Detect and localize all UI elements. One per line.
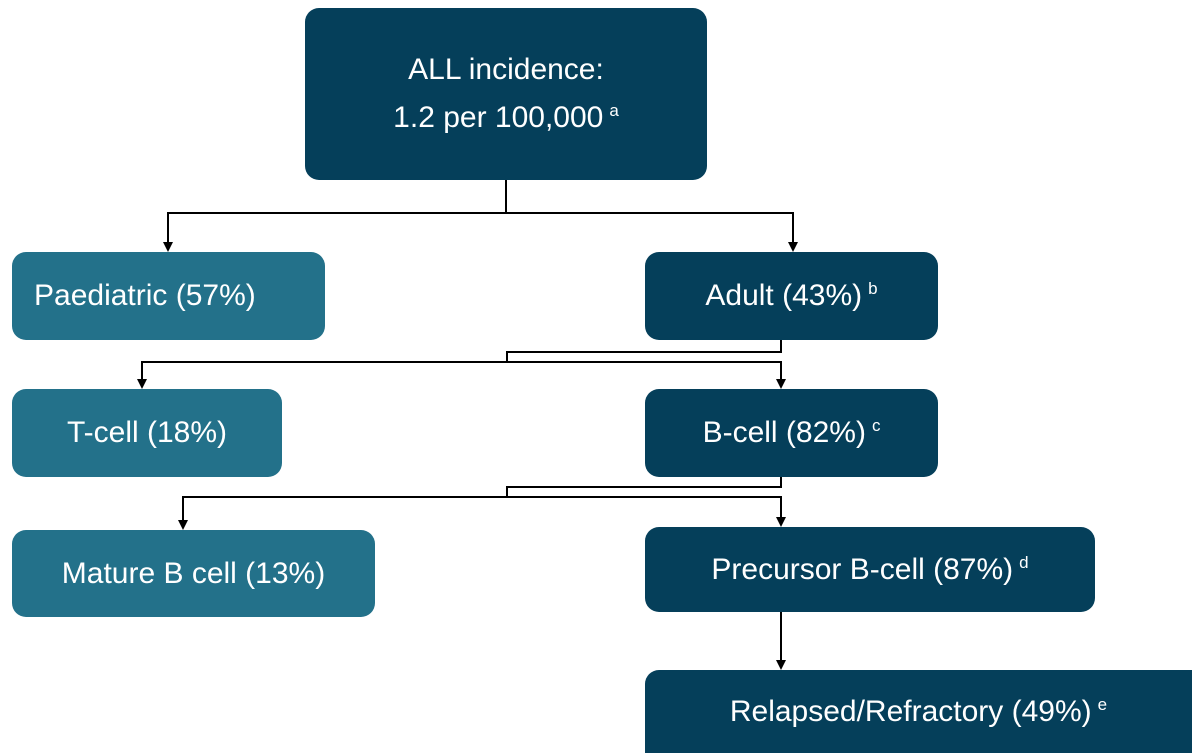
connector-adult <box>137 340 786 389</box>
footnote-mark: c <box>871 416 881 435</box>
node-label-line: 1.2 per 100,000 <box>393 101 604 134</box>
node-paediatric: Paediatric (57%) <box>12 252 325 340</box>
footnote-mark: a <box>609 101 619 120</box>
node-label-text: B-cell (82%) <box>702 416 866 449</box>
node-label-text: Precursor B-cell (87%) <box>711 552 1014 586</box>
footnote-mark: e <box>1097 694 1108 714</box>
footnote-mark: d <box>1019 552 1029 572</box>
node-relapsed: Relapsed/Refractory (49%) e <box>645 670 1192 753</box>
node-tcell: T-cell (18%) <box>12 389 282 477</box>
node-precursor-b: Precursor B-cell (87%) d <box>645 527 1095 612</box>
node-label: Mature B cell (13%) <box>61 556 326 590</box>
node-label: B-cell (82%) c <box>703 409 881 457</box>
node-label: T-cell (18%) <box>66 416 228 449</box>
node-label: Paediatric (57%) <box>34 279 256 312</box>
connector-bcell <box>178 477 786 530</box>
connector-root <box>163 180 798 252</box>
node-label: Relapsed/Refractory (49%) e <box>730 688 1107 736</box>
node-label: Precursor B-cell (87%) d <box>711 546 1028 594</box>
node-label: Adult (43%) b <box>705 272 877 320</box>
node-label-text: Adult (43%) <box>705 279 863 312</box>
node-label-text: Relapsed/Refractory (49%) <box>729 694 1092 728</box>
node-root: ALL incidence: 1.2 per 100,000 a <box>305 8 707 180</box>
node-mature-b: Mature B cell (13%) <box>12 530 375 617</box>
node-adult: Adult (43%) b <box>645 252 938 340</box>
footnote-mark: b <box>868 279 878 298</box>
node-bcell: B-cell (82%) c <box>645 389 938 477</box>
node-label: 1.2 per 100,000 a <box>393 94 619 142</box>
node-label: ALL incidence: <box>408 53 604 86</box>
